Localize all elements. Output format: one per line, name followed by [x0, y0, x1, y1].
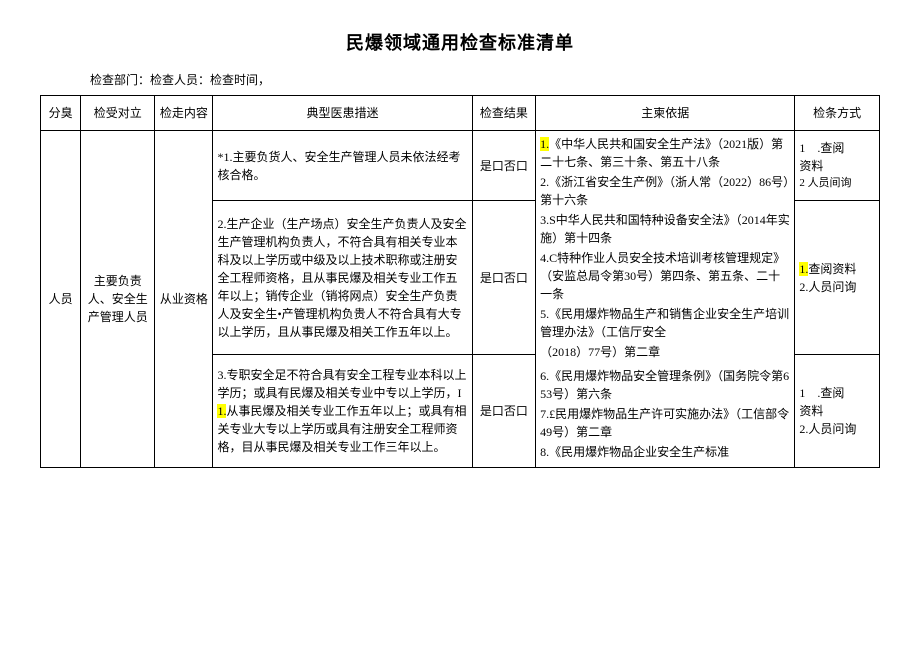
- col-header: 检查结果: [472, 96, 535, 131]
- cell-result: 是口否口: [472, 131, 535, 201]
- cell-object: 主要负责 人、安全生 产管理人员: [81, 131, 155, 468]
- table-header-row: 分臭 检受对立 检走内容 典型医患措迷 检查结果 主柬依据 检条方式: [41, 96, 880, 131]
- method-text: 资料: [799, 402, 875, 420]
- desc-text: 3.专职安全足不符合具有安全工程专业本科以上学历；或具有民爆及相关专业中专以上学…: [217, 368, 466, 400]
- page-title: 民爆领域通用检查标准清单: [40, 30, 880, 57]
- method-text: 1 .查阅: [799, 384, 875, 402]
- col-header: 分臭: [41, 96, 81, 131]
- cell-desc: *1.主要负货人、安全生产管理人员未依法经考核合格。: [213, 131, 472, 201]
- table-row: 人员 主要负责 人、安全生 产管理人员 从业资格 *1.主要负货人、安全生产管理…: [41, 131, 880, 201]
- cell-object-line: 主要负责: [94, 274, 142, 288]
- meta-line: 检查部门：检查人员：检查时间，: [40, 71, 880, 89]
- basis-text: 6.《民用爆炸物品安全管理条例》（国务院令第653号）第六条: [540, 367, 790, 403]
- cell-basis: 1.《中华人民共和国安全生产法》（2021版）第二十七条、第三十条、第五十八条 …: [536, 131, 795, 468]
- highlight: 1.: [799, 262, 808, 276]
- col-header: 检条方式: [795, 96, 880, 131]
- method-text: 2 人员间询: [799, 175, 875, 192]
- cell-desc: 3.专职安全足不符合具有安全工程专业本科以上学历；或具有民爆及相关专业中专以上学…: [213, 355, 472, 468]
- basis-text: 7.£民用爆炸物品生产许可实施办法》（工信部令49号）第二章: [540, 405, 790, 441]
- cell-content: 从业资格: [155, 131, 213, 468]
- basis-text: 5.《民用爆炸物品生产和销售企业安全生产培训管理办法》（工信厅安全: [540, 305, 790, 341]
- method-text: 查阅资料: [808, 262, 856, 276]
- checklist-table: 分臭 检受对立 检走内容 典型医患措迷 检查结果 主柬依据 检条方式 人员 主要…: [40, 95, 880, 468]
- cell-result: 是口否口: [472, 355, 535, 468]
- cell-desc: 2.生产企业（生产场点）安全生产负责人及安全生产管理机构负责人，不符合具有相关专…: [213, 201, 472, 355]
- col-header: 主柬依据: [536, 96, 795, 131]
- cell-method: 1 .查阅 资料 2 人员间询: [795, 131, 880, 201]
- method-text: 资料: [799, 157, 875, 175]
- cell-result: 是口否口: [472, 201, 535, 355]
- basis-text: 2.《浙江省安全生产例》（浙人常（2022）86号）第十六条: [540, 173, 790, 209]
- desc-text: 从事民爆及相关专业工作五年以上；或具有相关专业大专以上学历或具有注册安全工程师资…: [217, 404, 466, 454]
- cell-object-line: 人、安全生: [88, 292, 148, 306]
- basis-text: 《中华人民共和国安全生产法》（2021版）第二十七条、第三十条、第五十八条: [540, 137, 783, 169]
- basis-text: 3.S中华人民共和国特种设备安全法》（2014年实施）第十四条: [540, 211, 790, 247]
- cell-method: 1 .查阅 资料 2.人员问询: [795, 355, 880, 468]
- basis-text: 8.《民用爆炸物品企业安全生产标准: [540, 443, 790, 461]
- basis-text: 4.C特种作业人员安全技术培训考核管理规定》（安监总局令第30号）第四条、第五条…: [540, 249, 790, 303]
- cell-method: 1.查阅资料 2.人员问询: [795, 201, 880, 355]
- method-text: 2.人员问询: [799, 420, 875, 438]
- col-header: 检走内容: [155, 96, 213, 131]
- highlight: 1.: [540, 137, 549, 151]
- cell-object-line: 产管理人员: [88, 310, 148, 324]
- col-header: 检受对立: [81, 96, 155, 131]
- basis-text: （2018）77号）第二章: [540, 343, 790, 361]
- cell-category: 人员: [41, 131, 81, 468]
- method-text: 1 .查阅: [799, 139, 875, 157]
- method-text: 2.人员问询: [799, 278, 875, 296]
- col-header: 典型医患措迷: [213, 96, 472, 131]
